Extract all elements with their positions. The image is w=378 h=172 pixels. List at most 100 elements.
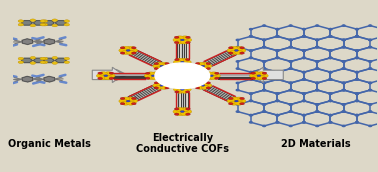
Polygon shape: [43, 58, 54, 63]
Circle shape: [186, 86, 190, 88]
Circle shape: [175, 91, 179, 93]
Circle shape: [249, 115, 252, 116]
Circle shape: [329, 79, 332, 80]
Circle shape: [129, 99, 138, 103]
Circle shape: [30, 24, 36, 27]
Polygon shape: [33, 58, 44, 63]
Circle shape: [316, 82, 319, 84]
Circle shape: [263, 39, 265, 41]
Circle shape: [124, 99, 132, 103]
Circle shape: [201, 62, 209, 66]
Circle shape: [263, 104, 265, 105]
Circle shape: [183, 60, 191, 64]
Circle shape: [342, 68, 345, 69]
Circle shape: [30, 56, 36, 59]
Circle shape: [342, 104, 345, 105]
Circle shape: [249, 72, 252, 73]
Circle shape: [257, 75, 261, 77]
Circle shape: [175, 36, 184, 40]
Circle shape: [249, 50, 252, 51]
Circle shape: [201, 82, 209, 85]
Circle shape: [132, 52, 136, 54]
Circle shape: [154, 87, 159, 89]
Circle shape: [201, 65, 205, 67]
Circle shape: [249, 57, 252, 58]
Circle shape: [175, 64, 179, 66]
Circle shape: [302, 115, 305, 116]
Circle shape: [206, 68, 211, 70]
Circle shape: [175, 58, 179, 61]
Circle shape: [240, 52, 245, 54]
Circle shape: [356, 115, 358, 116]
Circle shape: [234, 50, 239, 51]
Circle shape: [263, 89, 265, 91]
Circle shape: [263, 111, 265, 112]
Circle shape: [356, 100, 358, 101]
Circle shape: [356, 93, 358, 94]
Circle shape: [289, 111, 292, 112]
Circle shape: [316, 82, 319, 84]
Circle shape: [276, 115, 279, 116]
Circle shape: [204, 77, 208, 79]
Circle shape: [289, 46, 292, 48]
Circle shape: [276, 93, 279, 94]
Circle shape: [316, 89, 319, 91]
Circle shape: [249, 72, 252, 73]
Circle shape: [180, 39, 184, 41]
Circle shape: [356, 79, 358, 80]
Circle shape: [99, 76, 107, 80]
Circle shape: [302, 36, 305, 37]
Circle shape: [204, 72, 208, 74]
Circle shape: [342, 46, 345, 48]
Circle shape: [356, 100, 358, 101]
Circle shape: [156, 77, 161, 79]
Circle shape: [316, 111, 319, 112]
Circle shape: [329, 115, 332, 116]
Circle shape: [356, 93, 358, 94]
Circle shape: [289, 104, 292, 105]
Circle shape: [263, 25, 265, 26]
Circle shape: [356, 57, 358, 58]
Circle shape: [316, 46, 319, 48]
Circle shape: [263, 82, 265, 84]
Circle shape: [289, 89, 292, 91]
Circle shape: [155, 66, 163, 70]
Circle shape: [276, 50, 279, 51]
Circle shape: [204, 64, 212, 68]
Circle shape: [263, 61, 265, 62]
Circle shape: [101, 74, 110, 78]
Circle shape: [356, 29, 358, 30]
Circle shape: [316, 68, 319, 69]
Circle shape: [186, 41, 190, 44]
Circle shape: [197, 82, 204, 85]
Circle shape: [369, 82, 372, 84]
Circle shape: [206, 87, 211, 89]
Circle shape: [210, 72, 218, 76]
Circle shape: [165, 87, 169, 89]
Circle shape: [342, 104, 345, 105]
Circle shape: [186, 91, 190, 93]
Circle shape: [276, 72, 279, 73]
Circle shape: [316, 39, 319, 41]
Circle shape: [356, 57, 358, 58]
Circle shape: [342, 82, 345, 84]
Circle shape: [236, 82, 239, 84]
Circle shape: [369, 104, 372, 105]
Circle shape: [173, 38, 181, 42]
Circle shape: [369, 46, 372, 48]
Circle shape: [236, 39, 239, 41]
Circle shape: [109, 72, 114, 74]
Circle shape: [126, 50, 130, 51]
Circle shape: [146, 72, 150, 74]
Circle shape: [302, 36, 305, 37]
Circle shape: [52, 56, 57, 59]
Circle shape: [316, 111, 319, 112]
Circle shape: [236, 111, 239, 112]
Circle shape: [154, 68, 159, 70]
Circle shape: [329, 50, 332, 51]
Circle shape: [186, 108, 190, 110]
Circle shape: [302, 36, 305, 37]
Circle shape: [302, 79, 305, 80]
Circle shape: [160, 85, 164, 86]
Circle shape: [316, 61, 319, 62]
